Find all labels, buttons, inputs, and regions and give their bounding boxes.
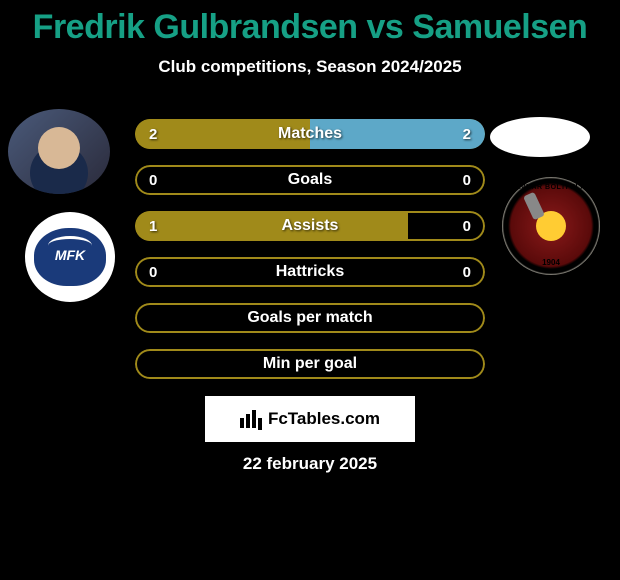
stat-value-right: 0 <box>463 165 471 195</box>
stat-value-right: 2 <box>463 119 471 149</box>
stat-row: Min per goal <box>135 349 485 379</box>
club2-name-text: HAVNAR BÓLTFELAG <box>510 184 592 191</box>
stat-label: Matches <box>135 119 485 149</box>
stat-label: Goals per match <box>135 303 485 333</box>
stat-value-right: 0 <box>463 257 471 287</box>
club2-year: 1904 <box>542 258 560 267</box>
club1-abbrev: MFK <box>55 247 85 263</box>
player2-club-badge: HAVNAR BÓLTFELAG 1904 <box>502 177 600 275</box>
page-subtitle: Club competitions, Season 2024/2025 <box>0 57 620 77</box>
stats-bars-container: Matches22Goals00Assists10Hattricks00Goal… <box>135 119 485 395</box>
stat-value-left: 0 <box>149 165 157 195</box>
brand-chart-icon <box>240 410 262 428</box>
player1-photo <box>8 109 110 194</box>
stat-label: Hattricks <box>135 257 485 287</box>
stat-value-left: 1 <box>149 211 157 241</box>
stat-row: Hattricks0 0 <box>135 257 485 287</box>
stat-label: Assists <box>135 211 485 241</box>
stat-label: Min per goal <box>135 349 485 379</box>
club2-emblem <box>536 211 566 241</box>
footer-date: 22 february 2025 <box>0 454 620 474</box>
player2-photo <box>490 117 590 157</box>
brand-text: FcTables.com <box>268 409 380 429</box>
brand-badge: FcTables.com <box>205 396 415 442</box>
stat-value-right: 0 <box>463 211 471 241</box>
stat-label: Goals <box>135 165 485 195</box>
stat-value-left: 0 <box>149 257 157 287</box>
stat-row: Goals0 0 <box>135 165 485 195</box>
stat-value-left: 2 <box>149 119 157 149</box>
club-badge-shape: MFK <box>34 228 106 286</box>
page-title: Fredrik Gulbrandsen vs Samuelsen <box>0 0 620 47</box>
player1-club-badge: MFK <box>25 212 115 302</box>
stat-row: Goals per match <box>135 303 485 333</box>
stat-row: Matches2 2 <box>135 119 485 149</box>
stat-row: Assists1 0 <box>135 211 485 241</box>
